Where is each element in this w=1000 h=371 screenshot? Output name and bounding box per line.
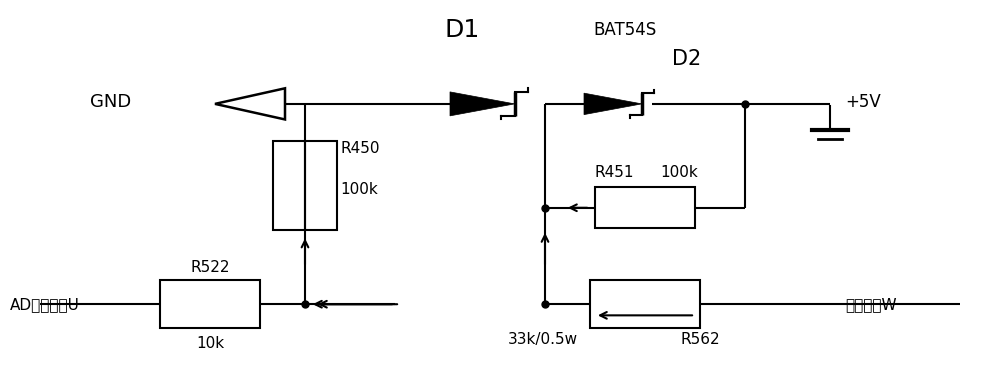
- Text: D1: D1: [444, 18, 480, 42]
- Text: +5V: +5V: [845, 93, 881, 111]
- Text: 开关量输W: 开关量输W: [845, 297, 897, 312]
- Text: R451: R451: [595, 165, 635, 180]
- Polygon shape: [584, 93, 642, 115]
- Text: 100k: 100k: [340, 182, 378, 197]
- Text: D2: D2: [672, 49, 701, 69]
- Text: 10k: 10k: [196, 336, 224, 351]
- Bar: [595, 187, 695, 228]
- Text: R522: R522: [190, 260, 230, 275]
- Text: R450: R450: [340, 141, 380, 156]
- Text: 100k: 100k: [660, 165, 698, 180]
- Polygon shape: [450, 92, 515, 116]
- Text: GND: GND: [90, 93, 131, 111]
- Text: 33k/0.5w: 33k/0.5w: [508, 332, 578, 347]
- Text: R562: R562: [680, 332, 720, 347]
- Bar: [590, 280, 700, 328]
- Bar: [160, 280, 260, 328]
- Text: BAT54S: BAT54S: [593, 21, 657, 39]
- Text: AD采样通道U: AD采样通道U: [10, 297, 80, 312]
- Bar: [273, 141, 337, 230]
